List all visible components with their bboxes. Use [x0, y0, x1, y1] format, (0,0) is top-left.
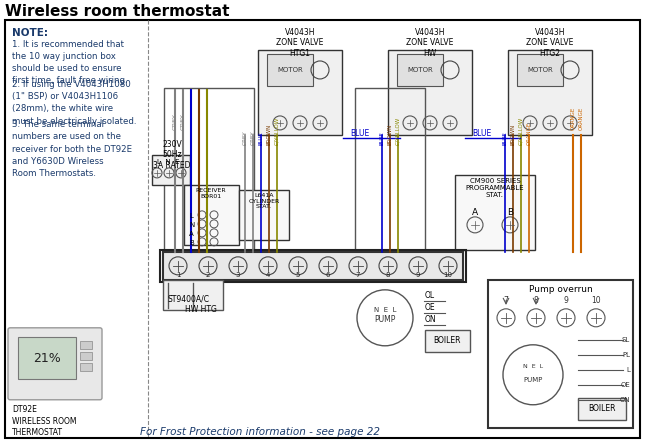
Text: V4043H
ZONE VALVE
HW: V4043H ZONE VALVE HW: [406, 28, 453, 58]
Text: ORANGE: ORANGE: [570, 107, 575, 130]
Text: RECEIVER
BOR01: RECEIVER BOR01: [195, 188, 226, 198]
Text: ORANGE: ORANGE: [526, 122, 531, 145]
Bar: [388, 50, 472, 135]
Bar: [152, 155, 190, 185]
Bar: [160, 250, 466, 282]
Text: BOILER: BOILER: [588, 404, 616, 413]
Text: Wireless room thermostat: Wireless room thermostat: [5, 4, 230, 20]
Text: 230V
50Hz
3A RATED: 230V 50Hz 3A RATED: [154, 140, 191, 170]
Bar: [455, 175, 535, 250]
Text: G/YELLOW: G/YELLOW: [519, 117, 524, 145]
Bar: [578, 398, 626, 420]
Text: MOTOR: MOTOR: [407, 67, 433, 73]
Text: 2: 2: [206, 272, 210, 278]
Text: 8: 8: [533, 296, 539, 305]
Text: ORANGE: ORANGE: [579, 107, 584, 130]
Bar: [508, 50, 592, 135]
Bar: [18, 337, 76, 379]
Text: MOTOR: MOTOR: [527, 67, 553, 73]
Text: BOILER: BOILER: [433, 336, 461, 345]
Bar: [80, 352, 92, 360]
Text: 9: 9: [564, 296, 568, 305]
Text: DT92E
WIRELESS ROOM
THERMOSTAT: DT92E WIRELESS ROOM THERMOSTAT: [12, 405, 77, 437]
Text: L  N  E: L N E: [157, 159, 179, 165]
Bar: [258, 50, 342, 135]
Text: BROWN: BROWN: [510, 124, 515, 145]
Text: CM900 SERIES
PROGRAMMABLE
STAT.: CM900 SERIES PROGRAMMABLE STAT.: [466, 178, 524, 198]
Text: 10: 10: [444, 272, 453, 278]
Text: 8: 8: [386, 272, 390, 278]
Text: B: B: [507, 208, 513, 217]
Text: OE: OE: [620, 382, 630, 388]
Text: L641A
CYLINDER
STAT.: L641A CYLINDER STAT.: [248, 193, 280, 210]
Text: G/YELLOW: G/YELLOW: [395, 117, 401, 145]
Bar: [425, 330, 470, 352]
Bar: [517, 54, 563, 86]
Text: GREY: GREY: [243, 130, 248, 145]
Text: BLUE: BLUE: [472, 129, 491, 138]
Text: PL: PL: [622, 352, 630, 358]
Text: BROWN: BROWN: [266, 124, 272, 145]
Text: 1. It is recommended that
the 10 way junction box
should be used to ensure
first: 1. It is recommended that the 10 way jun…: [12, 40, 128, 85]
Text: 7: 7: [504, 296, 508, 305]
Text: ON: ON: [619, 397, 630, 403]
Text: NOTE:: NOTE:: [12, 28, 48, 38]
Text: 1: 1: [175, 272, 180, 278]
Bar: [164, 88, 254, 253]
Text: HW HTG: HW HTG: [185, 305, 217, 314]
Text: SL: SL: [622, 337, 630, 343]
Bar: [239, 190, 289, 240]
Text: OE: OE: [425, 303, 435, 312]
Bar: [355, 88, 425, 253]
Bar: [163, 280, 223, 310]
Text: BLUE: BLUE: [259, 131, 264, 145]
Text: 5: 5: [296, 272, 300, 278]
Bar: [80, 341, 92, 349]
Text: N  E  L: N E L: [373, 307, 396, 313]
Text: V4043H
ZONE VALVE
HTG2: V4043H ZONE VALVE HTG2: [526, 28, 573, 58]
Text: 10: 10: [591, 296, 600, 305]
Text: 2. If using the V4043H1080
(1" BSP) or V4043H1106
(28mm), the white wire
must be: 2. If using the V4043H1080 (1" BSP) or V…: [12, 80, 137, 126]
Text: N  E  L: N E L: [523, 364, 543, 369]
Text: A: A: [472, 208, 478, 217]
Bar: [488, 280, 633, 428]
Bar: [163, 252, 463, 280]
Text: BLUE: BLUE: [502, 131, 508, 145]
Text: 6: 6: [326, 272, 330, 278]
Text: BLUE: BLUE: [350, 129, 370, 138]
Text: 4: 4: [266, 272, 270, 278]
Text: 9: 9: [416, 272, 421, 278]
Text: PUMP: PUMP: [374, 315, 395, 325]
Text: GREY: GREY: [250, 130, 255, 145]
Text: ST9400A/C: ST9400A/C: [168, 295, 210, 304]
Text: OL: OL: [425, 291, 435, 300]
Text: ON: ON: [425, 315, 437, 324]
Text: G/YELLOW: G/YELLOW: [275, 117, 279, 145]
Bar: [267, 54, 313, 86]
Text: BLUE: BLUE: [379, 131, 384, 145]
Text: L
N
A
B: L N A B: [189, 213, 194, 246]
Text: MOTOR: MOTOR: [277, 67, 303, 73]
Text: 3. The same terminal
numbers are used on the
receiver for both the DT92E
and Y66: 3. The same terminal numbers are used on…: [12, 120, 132, 178]
Text: 3: 3: [236, 272, 240, 278]
Text: 21%: 21%: [33, 352, 61, 365]
Text: BROWN: BROWN: [388, 124, 393, 145]
Text: GREY: GREY: [181, 113, 186, 130]
Text: 7: 7: [356, 272, 361, 278]
Text: L: L: [626, 367, 630, 373]
Text: GREY: GREY: [172, 113, 177, 130]
FancyBboxPatch shape: [8, 328, 102, 400]
Text: For Frost Protection information - see page 22: For Frost Protection information - see p…: [140, 427, 380, 437]
Bar: [184, 185, 239, 245]
Bar: [397, 54, 443, 86]
Bar: [80, 363, 92, 371]
Text: V4043H
ZONE VALVE
HTG1: V4043H ZONE VALVE HTG1: [276, 28, 324, 58]
Text: Pump overrun: Pump overrun: [529, 285, 592, 294]
Text: PUMP: PUMP: [523, 377, 542, 383]
